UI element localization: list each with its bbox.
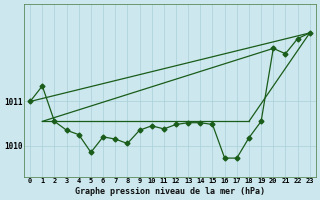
X-axis label: Graphe pression niveau de la mer (hPa): Graphe pression niveau de la mer (hPa) bbox=[75, 187, 265, 196]
